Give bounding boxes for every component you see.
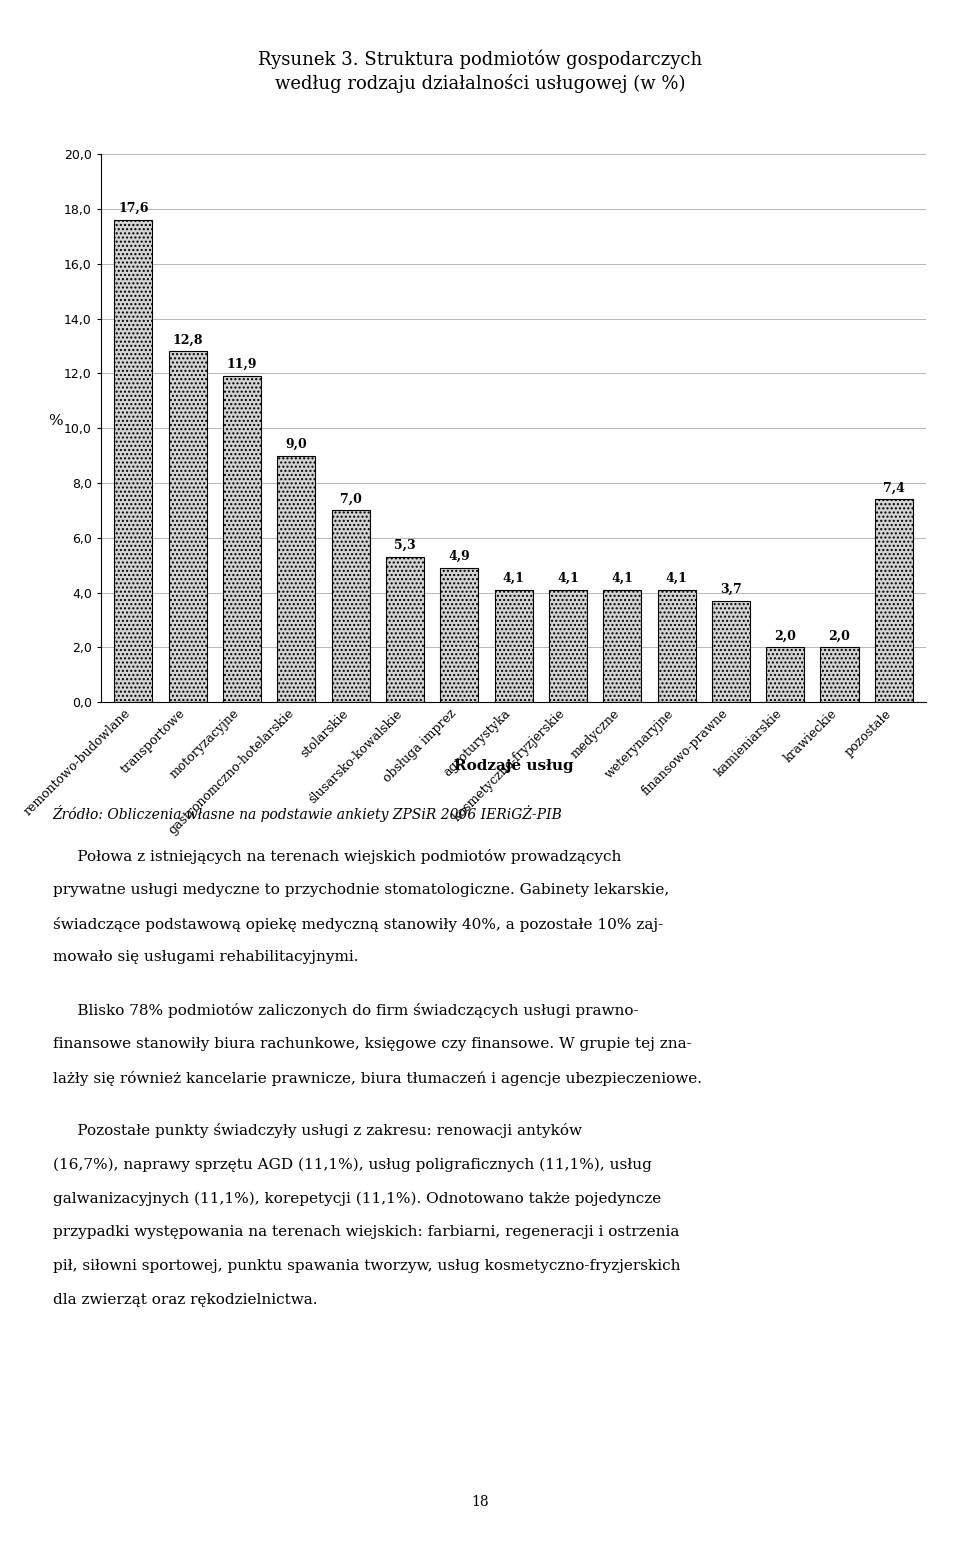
- Text: 7,4: 7,4: [883, 481, 904, 494]
- Bar: [875, 500, 913, 702]
- Text: 4,1: 4,1: [665, 572, 687, 585]
- Bar: [603, 589, 641, 702]
- Text: 9,0: 9,0: [285, 438, 307, 451]
- Text: Połowa z istniejących na terenach wiejskich podmiotów prowadzących: Połowa z istniejących na terenach wiejsk…: [53, 849, 621, 864]
- Text: 2,0: 2,0: [775, 630, 796, 642]
- Text: 4,1: 4,1: [503, 572, 524, 585]
- Text: 18: 18: [471, 1495, 489, 1509]
- Bar: [331, 511, 370, 702]
- Text: (16,7%), naprawy sprzętu AGD (11,1%), usług poligraficznych (11,1%), usług: (16,7%), naprawy sprzętu AGD (11,1%), us…: [53, 1157, 652, 1171]
- Text: Blisko 78% podmiotów zaliczonych do firm świadczących usługi prawno-: Blisko 78% podmiotów zaliczonych do firm…: [53, 1003, 638, 1018]
- Text: 7,0: 7,0: [340, 492, 362, 506]
- Text: dla zwierząt oraz rękodzielnictwa.: dla zwierząt oraz rękodzielnictwa.: [53, 1293, 318, 1307]
- Text: mowało się usługami rehabilitacyjnymi.: mowało się usługami rehabilitacyjnymi.: [53, 950, 358, 964]
- Text: 2,0: 2,0: [828, 630, 851, 642]
- Y-axis label: %: %: [48, 414, 62, 427]
- Bar: [277, 455, 315, 702]
- Bar: [386, 557, 424, 702]
- Text: Pozostałe punkty świadczyły usługi z zakresu: renowacji antyków: Pozostałe punkty świadczyły usługi z zak…: [53, 1123, 582, 1139]
- Bar: [549, 589, 587, 702]
- Bar: [494, 589, 533, 702]
- Text: 3,7: 3,7: [720, 583, 742, 596]
- Bar: [766, 647, 804, 702]
- Text: 12,8: 12,8: [173, 333, 203, 347]
- Bar: [169, 352, 206, 702]
- Text: 4,1: 4,1: [557, 572, 579, 585]
- Bar: [223, 376, 261, 702]
- Text: prywatne usługi medyczne to przychodnie stomatologiczne. Gabinety lekarskie,: prywatne usługi medyczne to przychodnie …: [53, 883, 669, 896]
- Text: Rodzaje usług: Rodzaje usług: [454, 759, 573, 773]
- Bar: [821, 647, 858, 702]
- Text: według rodzaju działalności usługowej (w %): według rodzaju działalności usługowej (w…: [275, 74, 685, 93]
- Text: 17,6: 17,6: [118, 202, 149, 214]
- Text: galwanizacyjnych (11,1%), korepetycji (11,1%). Odnotowano także pojedyncze: galwanizacyjnych (11,1%), korepetycji (1…: [53, 1191, 661, 1205]
- Bar: [441, 568, 478, 702]
- Text: 11,9: 11,9: [227, 358, 257, 372]
- Bar: [114, 221, 153, 702]
- Text: 4,9: 4,9: [448, 549, 470, 563]
- Text: Rysunek 3. Struktura podmiotów gospodarczych: Rysunek 3. Struktura podmiotów gospodarc…: [258, 49, 702, 69]
- Text: pił, siłowni sportowej, punktu spawania tworzyw, usług kosmetyczno-fryzjerskich: pił, siłowni sportowej, punktu spawania …: [53, 1259, 681, 1273]
- Bar: [712, 600, 750, 702]
- Text: lażły się również kancelarie prawnicze, biura tłumaczeń i agencje ubezpieczeniow: lażły się również kancelarie prawnicze, …: [53, 1071, 702, 1086]
- Text: Źródło: Obliczenia własne na podstawie ankiety ZPSiR 2006 IERiGŻ-PIB: Źródło: Obliczenia własne na podstawie a…: [53, 805, 563, 822]
- Text: przypadki występowania na terenach wiejskich: farbiarni, regeneracji i ostrzenia: przypadki występowania na terenach wiejs…: [53, 1225, 679, 1239]
- Text: 4,1: 4,1: [612, 572, 634, 585]
- Bar: [658, 589, 696, 702]
- Text: finansowe stanowiły biura rachunkowe, księgowe czy finansowe. W grupie tej zna-: finansowe stanowiły biura rachunkowe, ks…: [53, 1037, 691, 1051]
- Text: świadczące podstawową opiekę medyczną stanowiły 40%, a pozostałe 10% zaj-: świadczące podstawową opiekę medyczną st…: [53, 917, 663, 932]
- Text: 5,3: 5,3: [395, 539, 416, 552]
